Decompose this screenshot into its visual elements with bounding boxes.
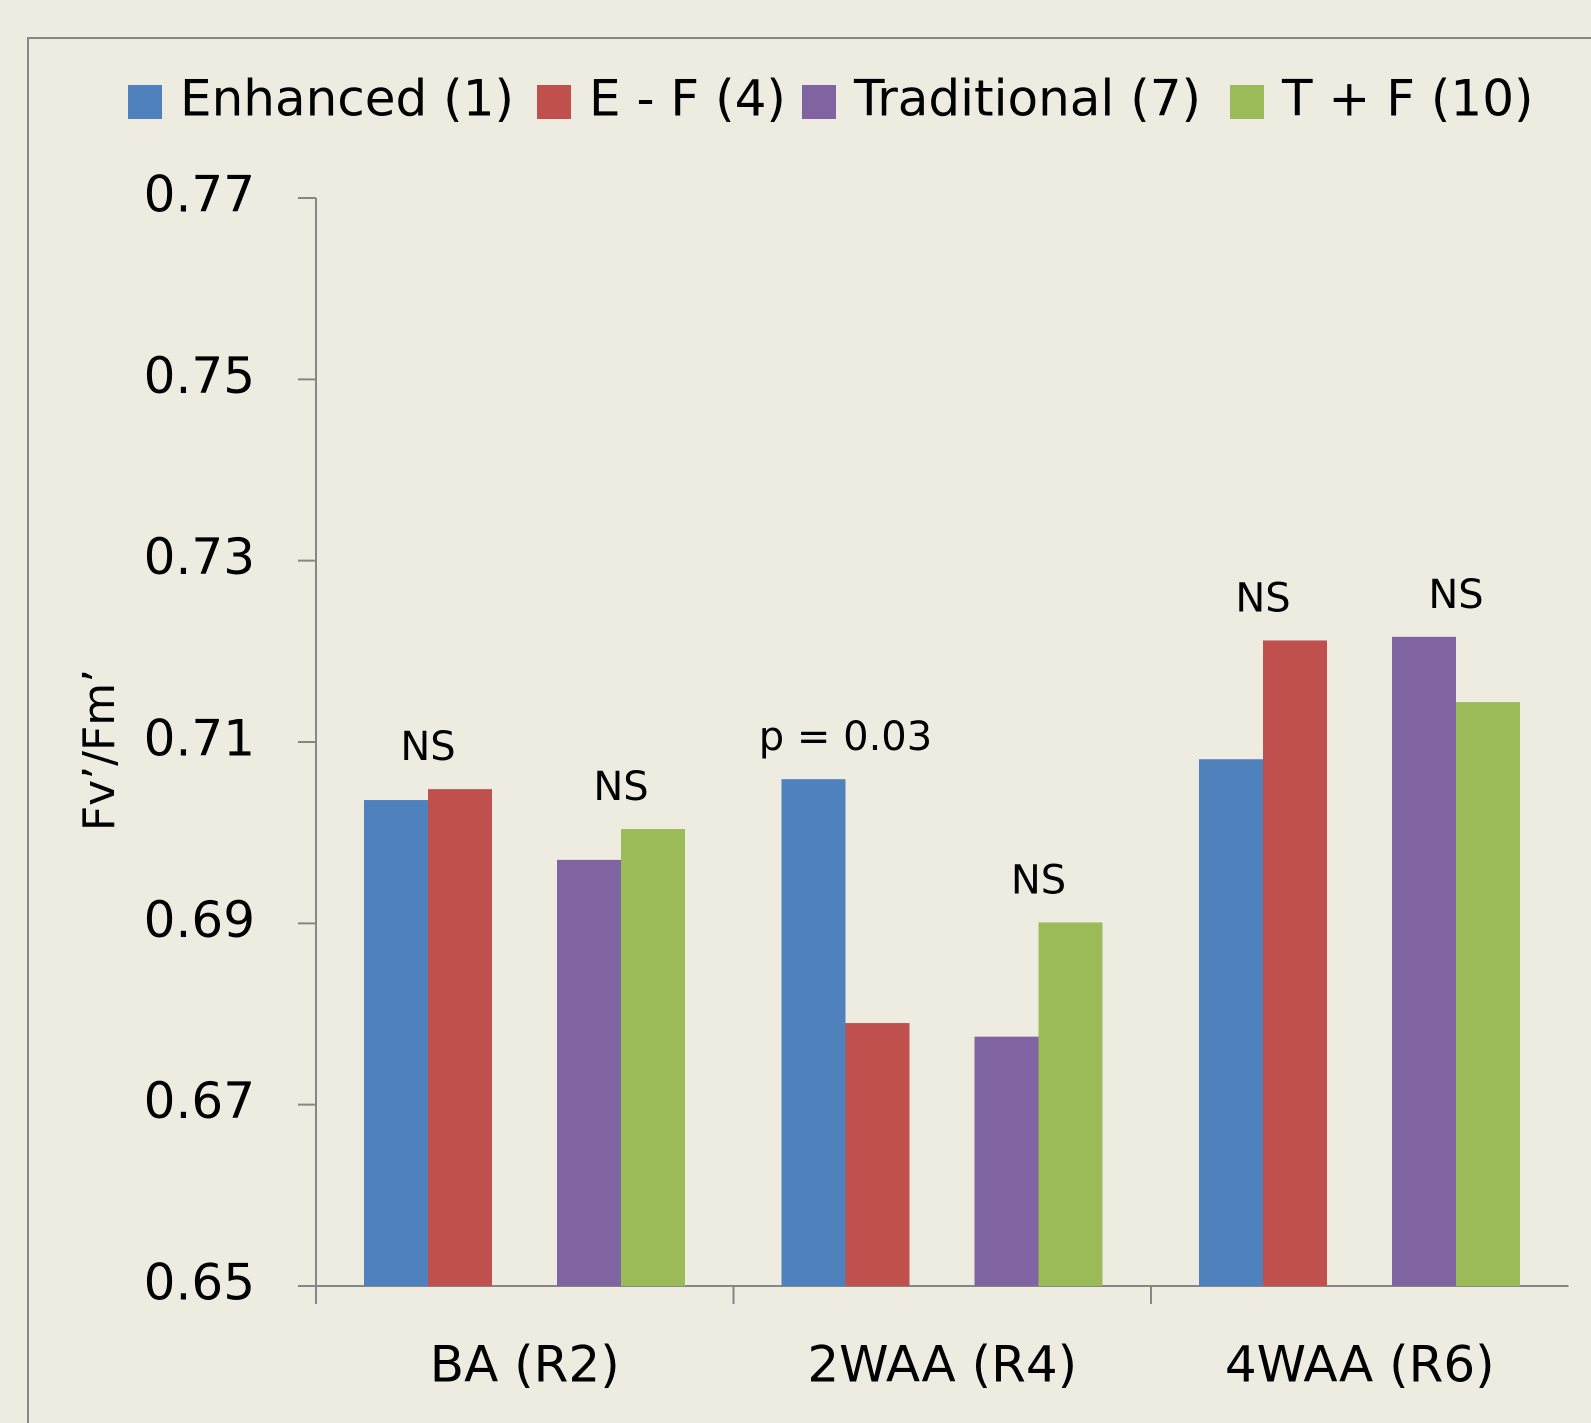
annotation: NS [1011, 857, 1066, 903]
bar [1456, 702, 1520, 1286]
y-tick-label: 0.67 [144, 1072, 255, 1130]
y-axis-label: Fv’/Fm’ [74, 669, 125, 831]
bar [1263, 640, 1327, 1286]
bar [845, 1023, 910, 1286]
legend-label: E - F (4) [589, 70, 786, 128]
y-tick-label: 0.73 [144, 528, 255, 586]
x-tick-label: BA (R2) [430, 1336, 620, 1394]
x-tick-label: 4WAA (R6) [1225, 1336, 1495, 1394]
y-tick-label: 0.77 [144, 166, 255, 224]
bar [364, 800, 428, 1286]
bar [974, 1036, 1039, 1286]
bar [1392, 636, 1456, 1286]
x-tick-label: 2WAA (R4) [807, 1336, 1077, 1394]
legend-swatch [1230, 85, 1264, 119]
legend-swatch [128, 85, 162, 119]
bar [621, 829, 685, 1286]
legend-label: T + F (10) [1281, 70, 1534, 128]
legend-label: Traditional (7) [853, 70, 1201, 128]
annotation: p = 0.03 [759, 714, 932, 760]
y-tick-label: 0.71 [144, 710, 255, 768]
bar [557, 859, 621, 1286]
bar [1038, 922, 1103, 1286]
annotation: NS [400, 724, 455, 770]
annotation: NS [1235, 575, 1290, 621]
bar [781, 779, 846, 1286]
y-tick-label: 0.75 [144, 347, 255, 405]
bar [428, 789, 492, 1286]
y-tick-label: 0.69 [144, 891, 255, 949]
plot-frame [27, 37, 1591, 1423]
legend-swatch [537, 85, 571, 119]
legend-label: Enhanced (1) [180, 70, 514, 128]
y-tick-label: 0.65 [144, 1254, 255, 1312]
bar [1199, 759, 1263, 1286]
legend-swatch [802, 85, 836, 119]
annotation: NS [1428, 572, 1483, 618]
annotation: NS [593, 764, 648, 810]
